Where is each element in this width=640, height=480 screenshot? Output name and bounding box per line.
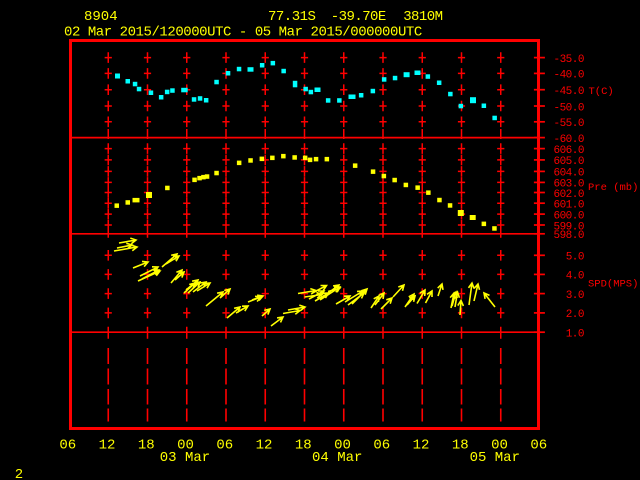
svg-text:-39.70E: -39.70E xyxy=(331,9,386,25)
svg-text:Pre (mb): Pre (mb) xyxy=(588,182,638,194)
svg-text:18: 18 xyxy=(452,437,469,453)
svg-text:04 Mar: 04 Mar xyxy=(312,450,362,466)
svg-text:05 Mar: 05 Mar xyxy=(470,450,520,466)
svg-text:-45.0: -45.0 xyxy=(553,86,584,98)
svg-text:06: 06 xyxy=(59,437,76,453)
svg-text:3.0: 3.0 xyxy=(566,290,584,302)
svg-text:00: 00 xyxy=(177,437,194,453)
svg-text:06: 06 xyxy=(530,437,547,453)
svg-text:T(C): T(C) xyxy=(589,86,614,98)
svg-text:8904: 8904 xyxy=(84,9,118,25)
svg-text:77.31S: 77.31S xyxy=(268,9,316,25)
svg-text:12: 12 xyxy=(413,437,430,453)
svg-text:5.0: 5.0 xyxy=(566,252,584,264)
svg-text:2.0: 2.0 xyxy=(566,309,584,321)
svg-text:12: 12 xyxy=(99,437,116,453)
svg-text:03 Mar: 03 Mar xyxy=(160,450,210,466)
svg-text:18: 18 xyxy=(138,437,155,453)
svg-text:00: 00 xyxy=(491,437,508,453)
svg-text:599.0: 599.0 xyxy=(553,221,584,233)
svg-text:600.0: 600.0 xyxy=(553,210,584,222)
svg-text:4.0: 4.0 xyxy=(566,271,584,283)
svg-text:1.0: 1.0 xyxy=(566,329,584,341)
svg-text:06: 06 xyxy=(216,437,233,453)
svg-text:18: 18 xyxy=(295,437,312,453)
svg-text:-50.0: -50.0 xyxy=(553,102,584,114)
svg-text:606.0: 606.0 xyxy=(553,145,584,157)
svg-text:2: 2 xyxy=(15,467,23,480)
svg-text:-35.0: -35.0 xyxy=(553,54,584,66)
svg-text:02 Mar 2015/120000UTC - 05 Mar: 02 Mar 2015/120000UTC - 05 Mar 2015/0000… xyxy=(64,25,422,41)
svg-text:SPD(MPS): SPD(MPS) xyxy=(588,279,638,291)
svg-text:602.0: 602.0 xyxy=(553,189,584,201)
svg-text:06: 06 xyxy=(373,437,390,453)
svg-text:605.0: 605.0 xyxy=(553,156,584,168)
svg-text:603.0: 603.0 xyxy=(553,179,584,191)
svg-text:00: 00 xyxy=(334,437,351,453)
svg-text:3810M: 3810M xyxy=(403,9,442,25)
svg-text:601.0: 601.0 xyxy=(553,200,584,212)
svg-text:-40.0: -40.0 xyxy=(553,70,584,82)
svg-text:-55.0: -55.0 xyxy=(553,118,584,130)
svg-text:598.0: 598.0 xyxy=(553,230,584,242)
svg-text:12: 12 xyxy=(256,437,273,453)
svg-text:-60.0: -60.0 xyxy=(553,134,584,146)
svg-text:604.0: 604.0 xyxy=(553,168,584,180)
